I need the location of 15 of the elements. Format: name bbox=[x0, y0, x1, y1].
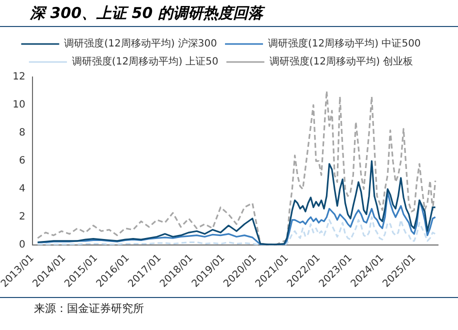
y-tick-label: 4 bbox=[19, 184, 26, 195]
y-tick-label: 8 bbox=[19, 128, 26, 139]
legend-label: 调研强度(12周移动平均) 中证500 bbox=[268, 38, 421, 50]
legend-label: 调研强度(12周移动平均) 沪深300 bbox=[64, 38, 218, 50]
chart-title: 深 300、上证 50 的调研热度回落 bbox=[29, 3, 266, 24]
y-tick-label: 6 bbox=[19, 156, 26, 167]
y-tick-label: 10 bbox=[12, 100, 26, 111]
legend-label: 调研强度(12周移动平均) 上证50 bbox=[72, 56, 218, 68]
legend-label: 调研强度(12周移动平均) 创业板 bbox=[269, 56, 414, 68]
y-tick-label: 0 bbox=[19, 240, 26, 251]
y-tick-label: 2 bbox=[19, 212, 26, 223]
line-series bbox=[36, 216, 436, 246]
line-series bbox=[36, 90, 436, 246]
y-tick-label: 12 bbox=[12, 72, 26, 83]
source-note: 来源：国金证券研究所 bbox=[33, 301, 145, 316]
